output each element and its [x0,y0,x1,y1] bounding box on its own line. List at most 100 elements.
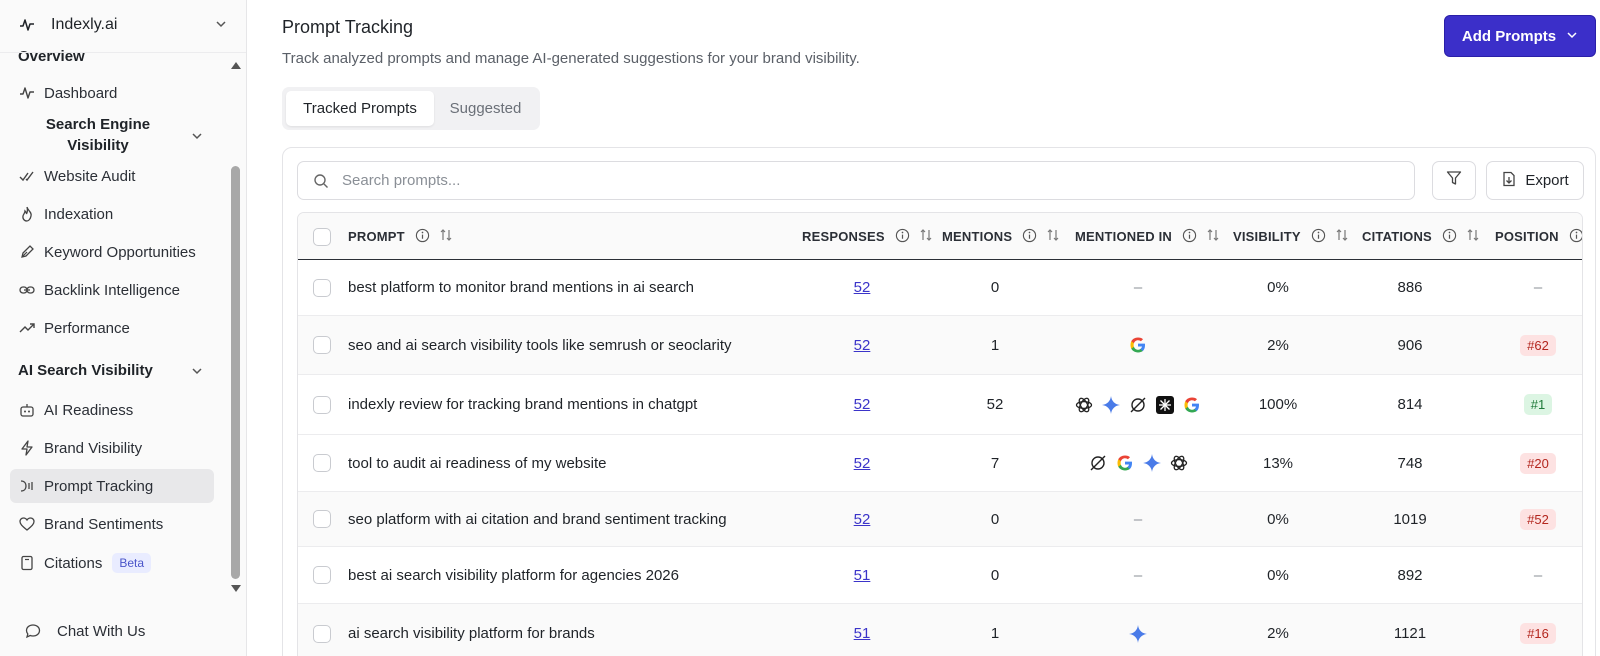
scroll-up-arrow-icon[interactable] [231,62,241,69]
search-input[interactable] [342,172,1342,189]
prompt-text: tool to audit ai readiness of my website [348,454,607,472]
chevron-down-icon [214,17,228,36]
search-box[interactable] [297,161,1415,200]
sidebar-item-label: Brand Sentiments [44,515,164,533]
tab-tracked-prompts[interactable]: Tracked Prompts [286,91,434,126]
responses-link[interactable]: 52 [853,454,871,472]
sidebar-item-ai-readiness[interactable]: AI Readiness [10,393,214,427]
mentioned-in-engines: – [1068,260,1208,315]
row-checkbox[interactable] [313,435,331,491]
row-checkbox[interactable] [313,492,331,546]
check-check-icon [18,167,36,185]
column-header-citations[interactable]: CITATIONS [1362,213,1480,260]
scroll-thumb[interactable] [231,166,240,579]
column-header-mentioned-in[interactable]: MENTIONED IN [1075,213,1220,260]
sort-icon[interactable] [1046,228,1060,245]
info-icon[interactable] [1311,228,1326,246]
sidebar-item-backlink-intelligence[interactable]: Backlink Intelligence [10,273,214,307]
info-icon[interactable] [1022,228,1037,246]
sidebar-item-brand-sentiments[interactable]: Brand Sentiments [10,507,214,541]
column-header-visibility[interactable]: VISIBILITY [1233,213,1349,260]
row-checkbox[interactable] [313,604,331,656]
column-label: CITATIONS [1362,229,1432,244]
table-row[interactable]: seo and ai search visibility tools like … [298,316,1582,375]
position-badge: #16 [1520,623,1556,644]
export-button[interactable]: Export [1486,161,1584,200]
prompt-text: seo and ai search visibility tools like … [348,336,732,354]
position-value: #62 [1508,316,1568,374]
table-row[interactable]: ai search visibility platform for brands… [298,604,1582,656]
column-header-mentions[interactable]: MENTIONS [942,213,1060,260]
sidebar-item-brand-visibility[interactable]: Brand Visibility [10,431,214,465]
mentions-value: 52 [986,396,1004,413]
row-checkbox[interactable] [313,260,331,315]
prompt-icon [18,477,36,495]
info-icon[interactable] [1442,228,1457,246]
table-row[interactable]: best platform to monitor brand mentions … [298,260,1582,316]
responses-link[interactable]: 52 [853,510,871,528]
responses-link[interactable]: 52 [853,396,871,413]
info-icon[interactable] [1182,228,1197,246]
row-checkbox[interactable] [313,316,331,374]
gemini-icon [1141,452,1163,474]
sort-icon[interactable] [1466,228,1480,245]
group-search-engine-visibility[interactable]: Search Engine Visibility [45,116,151,154]
chat-with-us-button[interactable]: Chat With Us [24,622,145,640]
perplexity-icon [1127,394,1149,416]
group-overview[interactable]: Overview [18,48,85,65]
link-icon [18,281,36,299]
info-icon[interactable] [895,228,910,246]
google-icon [1127,334,1149,356]
search-icon [312,172,330,190]
table-row[interactable]: best ai search visibility platform for a… [298,547,1582,604]
mentions-value: 0 [990,566,1000,584]
citations-value: 892 [1397,566,1423,584]
column-header-responses[interactable]: RESPONSES [802,213,933,260]
select-all-checkbox[interactable] [313,213,331,260]
column-header-position[interactable]: POSITION [1495,213,1582,260]
scroll-down-arrow-icon[interactable] [231,585,241,592]
chevron-down-icon[interactable] [190,129,204,148]
table-row[interactable]: seo platform with ai citation and brand … [298,492,1582,547]
tab-suggested[interactable]: Suggested [449,100,522,117]
add-prompts-button[interactable]: Add Prompts [1444,15,1596,57]
visibility-value: 2% [1267,336,1289,354]
sort-icon[interactable] [1206,228,1220,245]
row-checkbox[interactable] [313,375,331,434]
group-ai-search-visibility[interactable]: AI Search Visibility [18,362,153,379]
sidebar-item-website-audit[interactable]: Website Audit [10,159,214,193]
column-header-prompt[interactable]: PROMPT [348,213,453,260]
info-icon[interactable] [1569,228,1582,246]
info-icon[interactable] [415,228,430,246]
sort-icon[interactable] [919,228,933,245]
table-row[interactable]: tool to audit ai readiness of my website… [298,435,1582,492]
responses-link[interactable]: 52 [853,279,871,296]
sidebar-item-indexation[interactable]: Indexation [10,197,214,231]
sidebar-item-prompt-tracking[interactable]: Prompt Tracking [10,469,214,503]
mentioned-in-engines [1068,604,1208,656]
sidebar-item-keyword-opportunities[interactable]: Keyword Opportunities [10,235,214,269]
workspace-switcher[interactable]: Indexly.ai [18,12,228,38]
book-icon [18,554,36,572]
visibility-value: 100% [1258,396,1298,413]
position-value: #16 [1508,604,1568,656]
mentioned-in-engines [1068,316,1208,374]
sidebar-item-dashboard[interactable]: Dashboard [10,76,214,110]
chat-bubble-icon [24,622,42,640]
empty-dash: – [1133,566,1143,584]
responses-link[interactable]: 51 [853,566,871,584]
row-checkbox[interactable] [313,547,331,603]
sidebar-scrollbar[interactable] [229,58,243,598]
filter-button[interactable] [1432,161,1476,200]
sidebar-item-performance[interactable]: Performance [10,311,214,345]
file-download-icon [1501,171,1517,191]
position-badge: #20 [1520,452,1556,474]
responses-link[interactable]: 52 [853,336,871,354]
chevron-down-icon[interactable] [190,364,204,383]
table-row[interactable]: indexly review for tracking brand mentio… [298,375,1582,435]
beta-badge: Beta [112,553,152,573]
sort-icon[interactable] [1335,228,1349,245]
responses-link[interactable]: 51 [853,625,871,642]
sort-icon[interactable] [439,228,453,245]
sidebar-item-citations[interactable]: Citations Beta [10,546,214,580]
